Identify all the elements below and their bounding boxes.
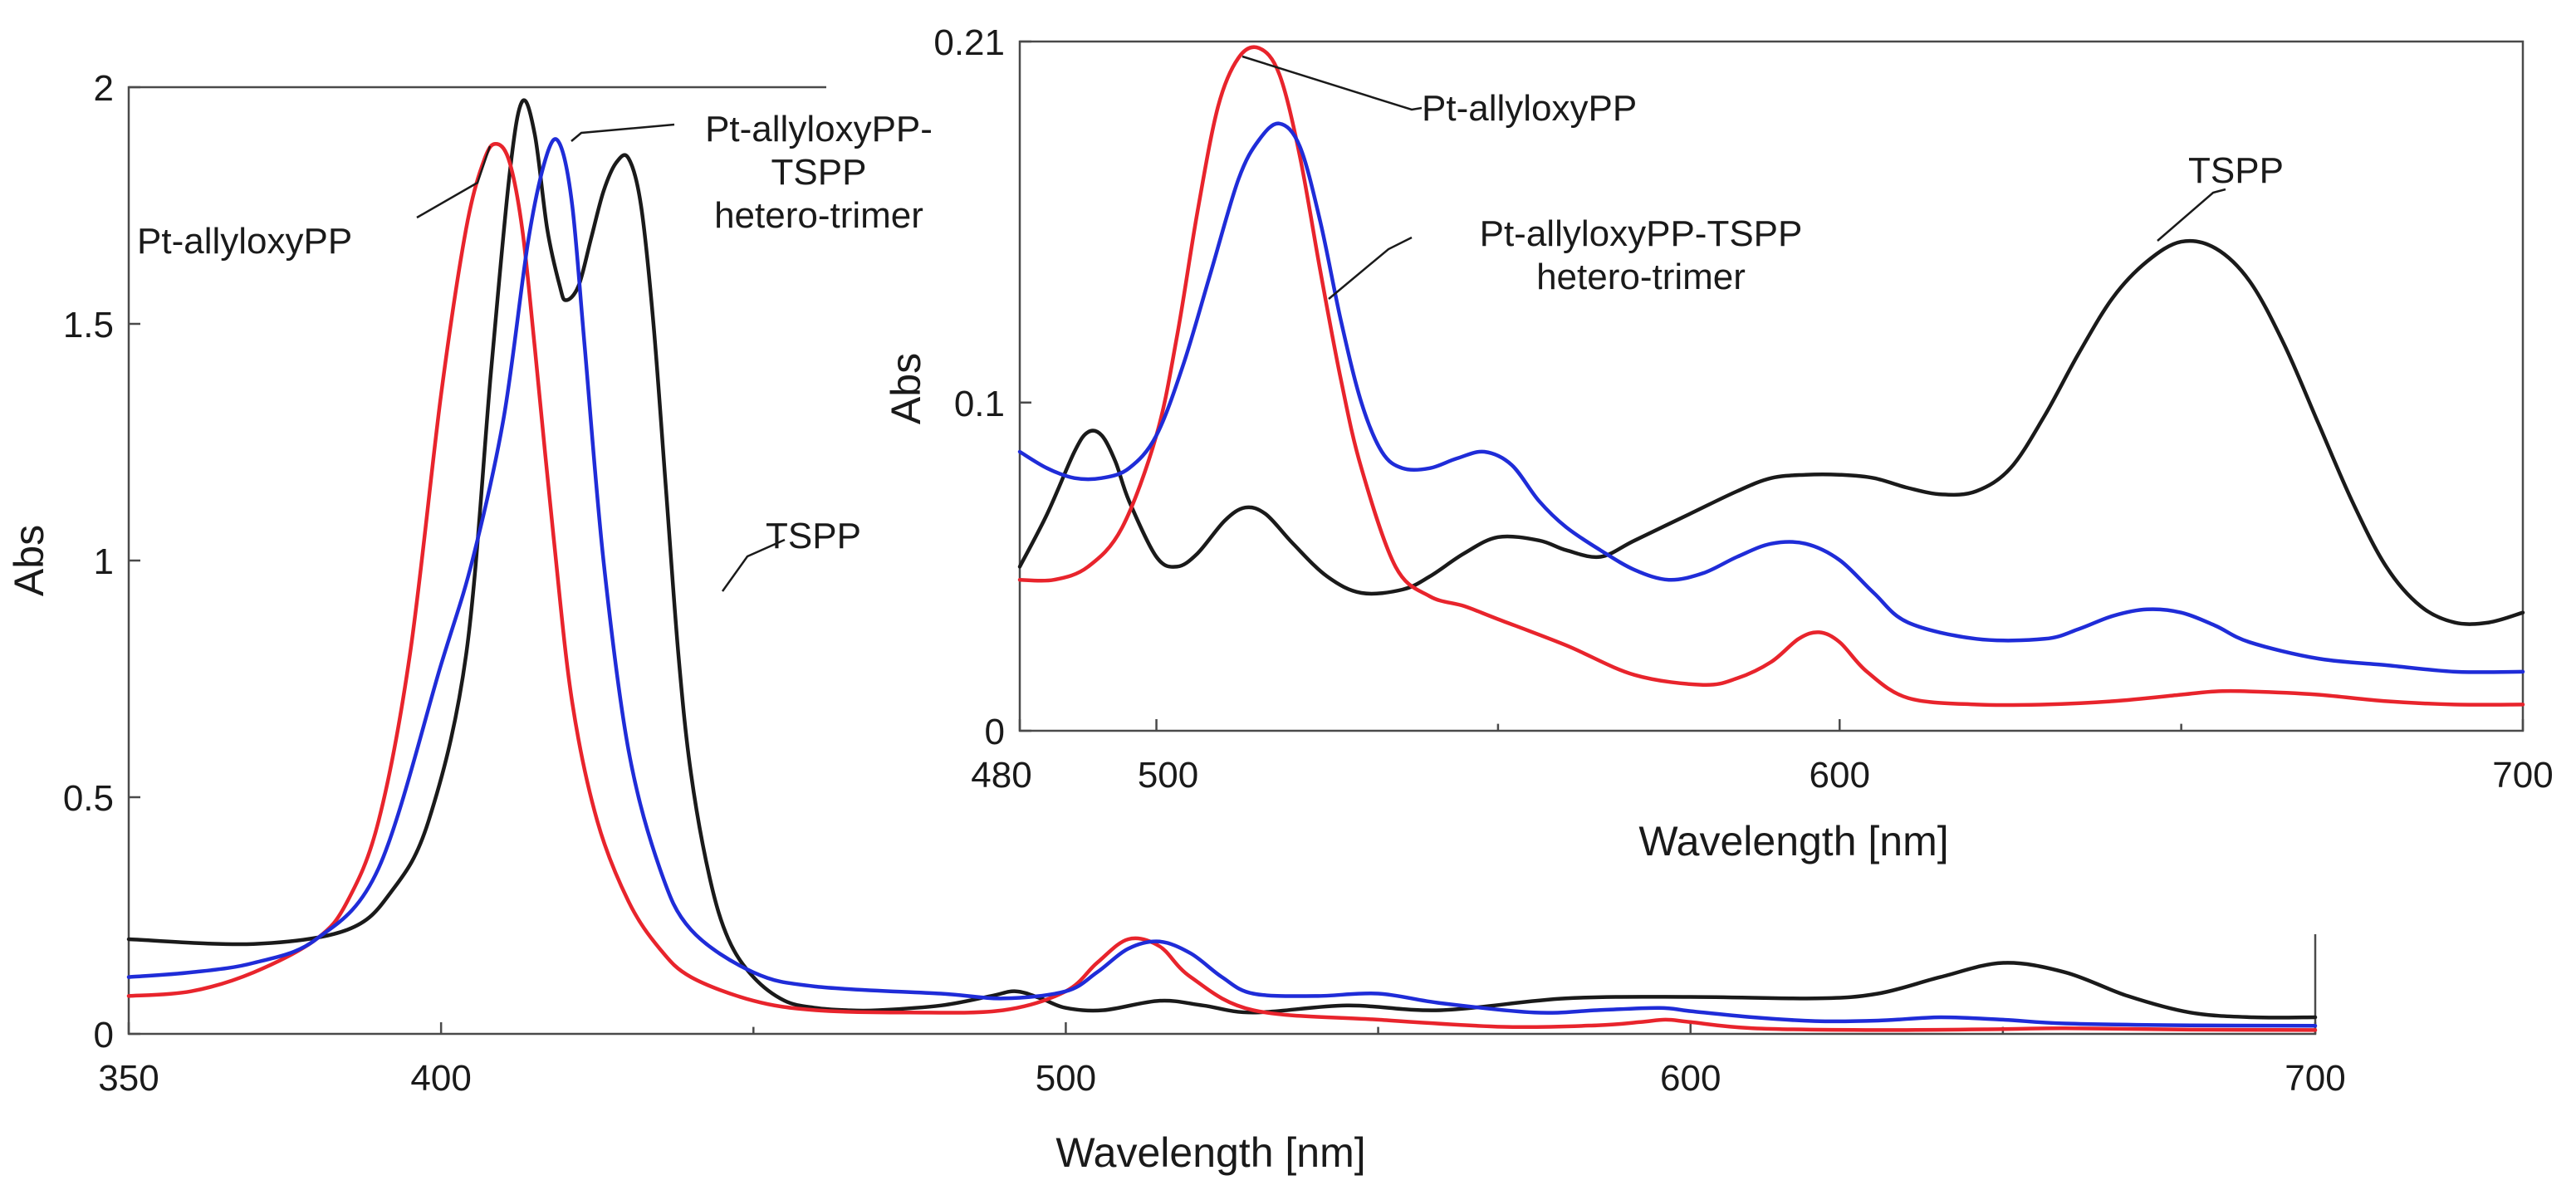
inset-x-axis-label: Wavelength [nm] (1638, 818, 1948, 864)
main-y-axis-label: Abs (6, 525, 52, 596)
main-y-tick-label-1-5: 1.5 (63, 305, 114, 345)
main-x-tick-label-600: 600 (1660, 1058, 1721, 1099)
inset-leader-pt-allyloxypp (1241, 55, 1423, 111)
label-pt-allyloxypp: Pt-allyloxyPP (137, 221, 352, 262)
main-x-tick-label-700: 700 (2285, 1058, 2345, 1099)
inset-y-tick-label-0-21: 0.21 (933, 22, 1005, 63)
inset-y-tick-label-0-1: 0.1 (954, 384, 1005, 424)
label-hetero-trimer: Pt-allyloxyPP-TSPP hetero-trimer (705, 109, 933, 236)
inset-annotations: Pt-allyloxyPP Pt-allyloxyPP-TSPP hetero-t… (1241, 55, 2284, 300)
inset-frame (1018, 40, 2525, 732)
main-annotation-line: TSPP (766, 516, 861, 556)
inset-label-hetero-trimer: Pt-allyloxyPP-TSPP hetero-trimer (1480, 213, 1803, 297)
inset-annotation-line: TSPP (2188, 150, 2284, 191)
main-annotation-line: Pt-allyloxyPP (137, 221, 352, 262)
main-y-tick-label-2: 2 (94, 68, 114, 109)
main-annotation-line: Pt-allyloxyPP- (705, 109, 933, 149)
inset-series-pt-allyloxypp-tspp-hetero-trimer (1017, 121, 2525, 674)
inset-label-tspp: TSPP (2188, 150, 2284, 191)
inset-x-tick-label-700: 700 (2492, 755, 2553, 796)
main-chart: 350 400 500 600 700 0 0.5 1 1.5 2 Pt-allyloxyPP P… (6, 68, 2346, 1176)
main-annotations: Pt-allyloxyPP Pt-allyloxyPP-TSPP hetero-t… (137, 109, 933, 592)
inset-y-axis-label: Abs (883, 353, 929, 424)
inset-annotation-line: hetero-trimer (1536, 257, 1746, 297)
inset-series-pt-allyloxypp (1017, 45, 2525, 708)
inset-series-tspp (1017, 238, 2525, 626)
main-series-pt-allyloxypp (126, 141, 2318, 1032)
leader-pt-allyloxypp (416, 145, 492, 219)
main-y-tick-label-0: 0 (94, 1015, 114, 1055)
main-series-pt-allyloxypp-tspp-hetero-trimer (126, 137, 2318, 1028)
inset-y-tick-label-0: 0 (985, 712, 1005, 752)
main-y-tick-label-0-5: 0.5 (63, 778, 114, 819)
inset-x-tick-label-500: 500 (1138, 755, 1198, 796)
main-x-axis-label: Wavelength [nm] (1055, 1129, 1365, 1176)
main-x-tick-label-350: 350 (98, 1058, 159, 1099)
label-tspp: TSPP (766, 516, 861, 556)
inset-label-pt-allyloxypp: Pt-allyloxyPP (1422, 88, 1637, 129)
inset-x-tick-label-480: 480 (971, 755, 1031, 796)
leader-tspp (721, 538, 786, 592)
inset-leader-tspp (2157, 188, 2226, 242)
main-annotation-line: hetero-trimer (714, 195, 923, 236)
leader-hetero-trimer (571, 123, 675, 142)
main-annotation-line: TSPP (771, 152, 867, 193)
main-x-tick-label-500: 500 (1036, 1058, 1096, 1099)
inset-chart: 480 500 600 700 0 0.1 0.21 Pt-allyloxyPP Pt-al… (883, 22, 2554, 864)
inset-background (1020, 42, 2523, 731)
inset-annotation-line: Pt-allyloxyPP (1422, 88, 1637, 129)
main-y-tick-label-1: 1 (94, 541, 114, 582)
inset-annotation-line: Pt-allyloxyPP-TSPP (1480, 213, 1803, 254)
inset-x-tick-label-600: 600 (1810, 755, 1870, 796)
main-x-tick-label-400: 400 (410, 1058, 471, 1099)
inset-leader-hetero-trimer (1328, 236, 1413, 300)
main-series-tspp (126, 98, 2318, 1020)
